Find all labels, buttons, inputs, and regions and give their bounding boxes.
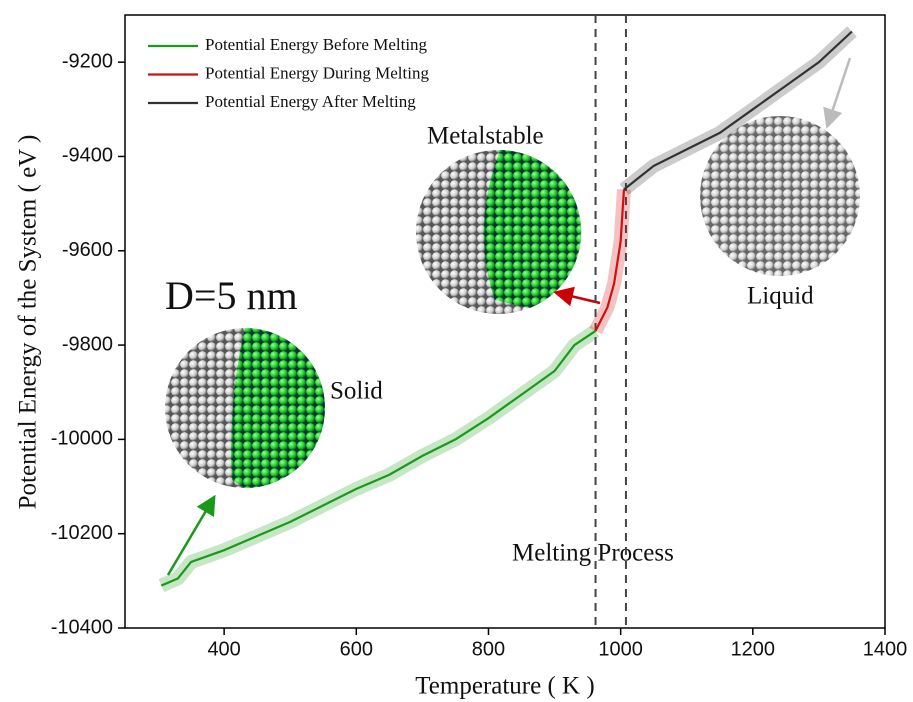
x-axis-label: Temperature ( K ) [415,673,594,700]
arrow [823,57,852,129]
series-line [623,30,853,191]
y-tick-label: -10000 [51,428,113,450]
y-tick-label: -9600 [62,239,113,261]
y-tick-label: -10200 [51,522,113,544]
x-tick-label: 1000 [598,638,643,660]
solid-core [231,328,325,488]
x-tick-label: 800 [472,638,505,660]
legend-label: Potential Energy After Melting [205,92,416,111]
x-tick-label: 400 [207,638,240,660]
legend-label: Potential Energy During Melting [205,63,429,82]
y-tick-label: -9200 [62,50,113,72]
annotation: Metalstable [427,123,544,150]
x-tick-label: 600 [340,638,373,660]
y-axis-label: Potential Energy of the System ( eV ) [15,135,42,510]
y-tick-label: -10400 [51,616,113,638]
liquid-particle [700,116,860,276]
error-band [589,189,631,335]
metastable-core [483,150,582,308]
series-line [160,330,597,587]
plot-frame [124,14,886,629]
arrow [553,286,601,307]
annotation: Solid [330,378,383,405]
y-tick-label: -9800 [62,333,113,355]
y-tick-label: -9400 [62,145,113,167]
annotation: Melting Process [512,540,674,567]
series-line [594,189,626,332]
x-tick-label: 1200 [731,638,776,660]
nanoparticles [165,57,860,576]
annotation: D=5 nm [165,273,298,318]
annotation: Liquid [747,283,814,310]
x-tick-label: 1400 [863,638,908,660]
legend-label: Potential Energy Before Melting [205,35,428,54]
arrow [166,494,216,576]
